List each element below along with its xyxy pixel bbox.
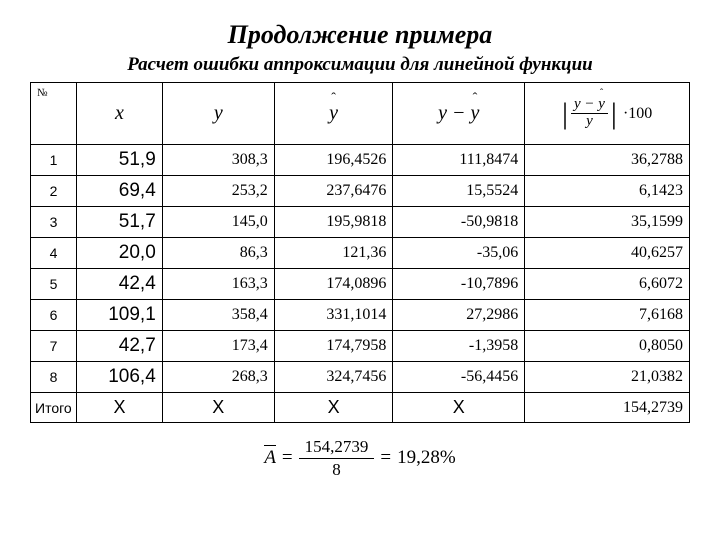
cell-x: 42,7 — [77, 331, 163, 362]
cell-yhat: 324,7456 — [274, 362, 393, 393]
cell-err: 7,6168 — [525, 300, 690, 331]
cell-yhat: 237,6476 — [274, 176, 393, 207]
cell-x: 51,7 — [77, 207, 163, 238]
header-y: y — [162, 83, 274, 145]
cell-num: 5 — [31, 269, 77, 300]
cell-num: 2 — [31, 176, 77, 207]
total-diff: Х — [393, 393, 525, 423]
cell-yhat: 195,9818 — [274, 207, 393, 238]
cell-y: 163,3 — [162, 269, 274, 300]
page-subtitle: Расчет ошибки аппроксимации для линейной… — [30, 54, 690, 76]
total-label: Итого — [31, 393, 77, 423]
cell-num: 4 — [31, 238, 77, 269]
table-row: 151,9308,3196,4526111,847436,2788 — [31, 145, 690, 176]
cell-num: 3 — [31, 207, 77, 238]
bottom-formula: A = 154,2739 8 = 19,28% — [30, 437, 690, 479]
cell-y: 86,3 — [162, 238, 274, 269]
cell-diff: -50,9818 — [393, 207, 525, 238]
cell-yhat: 174,7958 — [274, 331, 393, 362]
cell-diff: -10,7896 — [393, 269, 525, 300]
table-row: 742,7173,4174,7958-1,39580,8050 — [31, 331, 690, 362]
cell-yhat: 196,4526 — [274, 145, 393, 176]
cell-yhat: 174,0896 — [274, 269, 393, 300]
cell-diff: 15,5524 — [393, 176, 525, 207]
cell-err: 35,1599 — [525, 207, 690, 238]
cell-err: 6,6072 — [525, 269, 690, 300]
cell-err: 21,0382 — [525, 362, 690, 393]
cell-y: 253,2 — [162, 176, 274, 207]
cell-num: 1 — [31, 145, 77, 176]
header-x: x — [77, 83, 163, 145]
table-header-row: № x y ˆy y − ˆy | y − ˆy y | — [31, 83, 690, 145]
data-table: № x y ˆy y − ˆy | y − ˆy y | — [30, 82, 690, 423]
header-err: | y − ˆy y | ·100 — [525, 83, 690, 145]
cell-x: 42,4 — [77, 269, 163, 300]
cell-x: 106,4 — [77, 362, 163, 393]
cell-diff: -56,4456 — [393, 362, 525, 393]
cell-diff: -35,06 — [393, 238, 525, 269]
cell-yhat: 331,1014 — [274, 300, 393, 331]
total-yhat: Х — [274, 393, 393, 423]
table-row: 542,4163,3174,0896-10,78966,6072 — [31, 269, 690, 300]
cell-err: 40,6257 — [525, 238, 690, 269]
cell-x: 109,1 — [77, 300, 163, 331]
cell-yhat: 121,36 — [274, 238, 393, 269]
header-num: № — [31, 83, 77, 145]
cell-x: 20,0 — [77, 238, 163, 269]
total-err: 154,2739 — [525, 393, 690, 423]
cell-diff: 27,2986 — [393, 300, 525, 331]
table-row: 6109,1358,4331,101427,29867,6168 — [31, 300, 690, 331]
table-body: 151,9308,3196,4526111,847436,2788269,425… — [31, 145, 690, 423]
header-yhat: ˆy — [274, 83, 393, 145]
cell-err: 0,8050 — [525, 331, 690, 362]
cell-err: 36,2788 — [525, 145, 690, 176]
cell-y: 173,4 — [162, 331, 274, 362]
cell-y: 358,4 — [162, 300, 274, 331]
cell-y: 145,0 — [162, 207, 274, 238]
page-title: Продолжение примера — [30, 20, 690, 50]
table-row: 351,7145,0195,9818-50,981835,1599 — [31, 207, 690, 238]
cell-diff: -1,3958 — [393, 331, 525, 362]
header-diff: y − ˆy — [393, 83, 525, 145]
table-total-row: ИтогоХХХХ154,2739 — [31, 393, 690, 423]
cell-num: 6 — [31, 300, 77, 331]
cell-x: 51,9 — [77, 145, 163, 176]
cell-diff: 111,8474 — [393, 145, 525, 176]
cell-x: 69,4 — [77, 176, 163, 207]
total-y: Х — [162, 393, 274, 423]
cell-y: 308,3 — [162, 145, 274, 176]
total-x: Х — [77, 393, 163, 423]
cell-y: 268,3 — [162, 362, 274, 393]
cell-num: 7 — [31, 331, 77, 362]
cell-num: 8 — [31, 362, 77, 393]
table-row: 420,086,3121,36-35,0640,6257 — [31, 238, 690, 269]
cell-err: 6,1423 — [525, 176, 690, 207]
table-row: 8106,4268,3324,7456-56,445621,0382 — [31, 362, 690, 393]
table-row: 269,4253,2237,647615,55246,1423 — [31, 176, 690, 207]
